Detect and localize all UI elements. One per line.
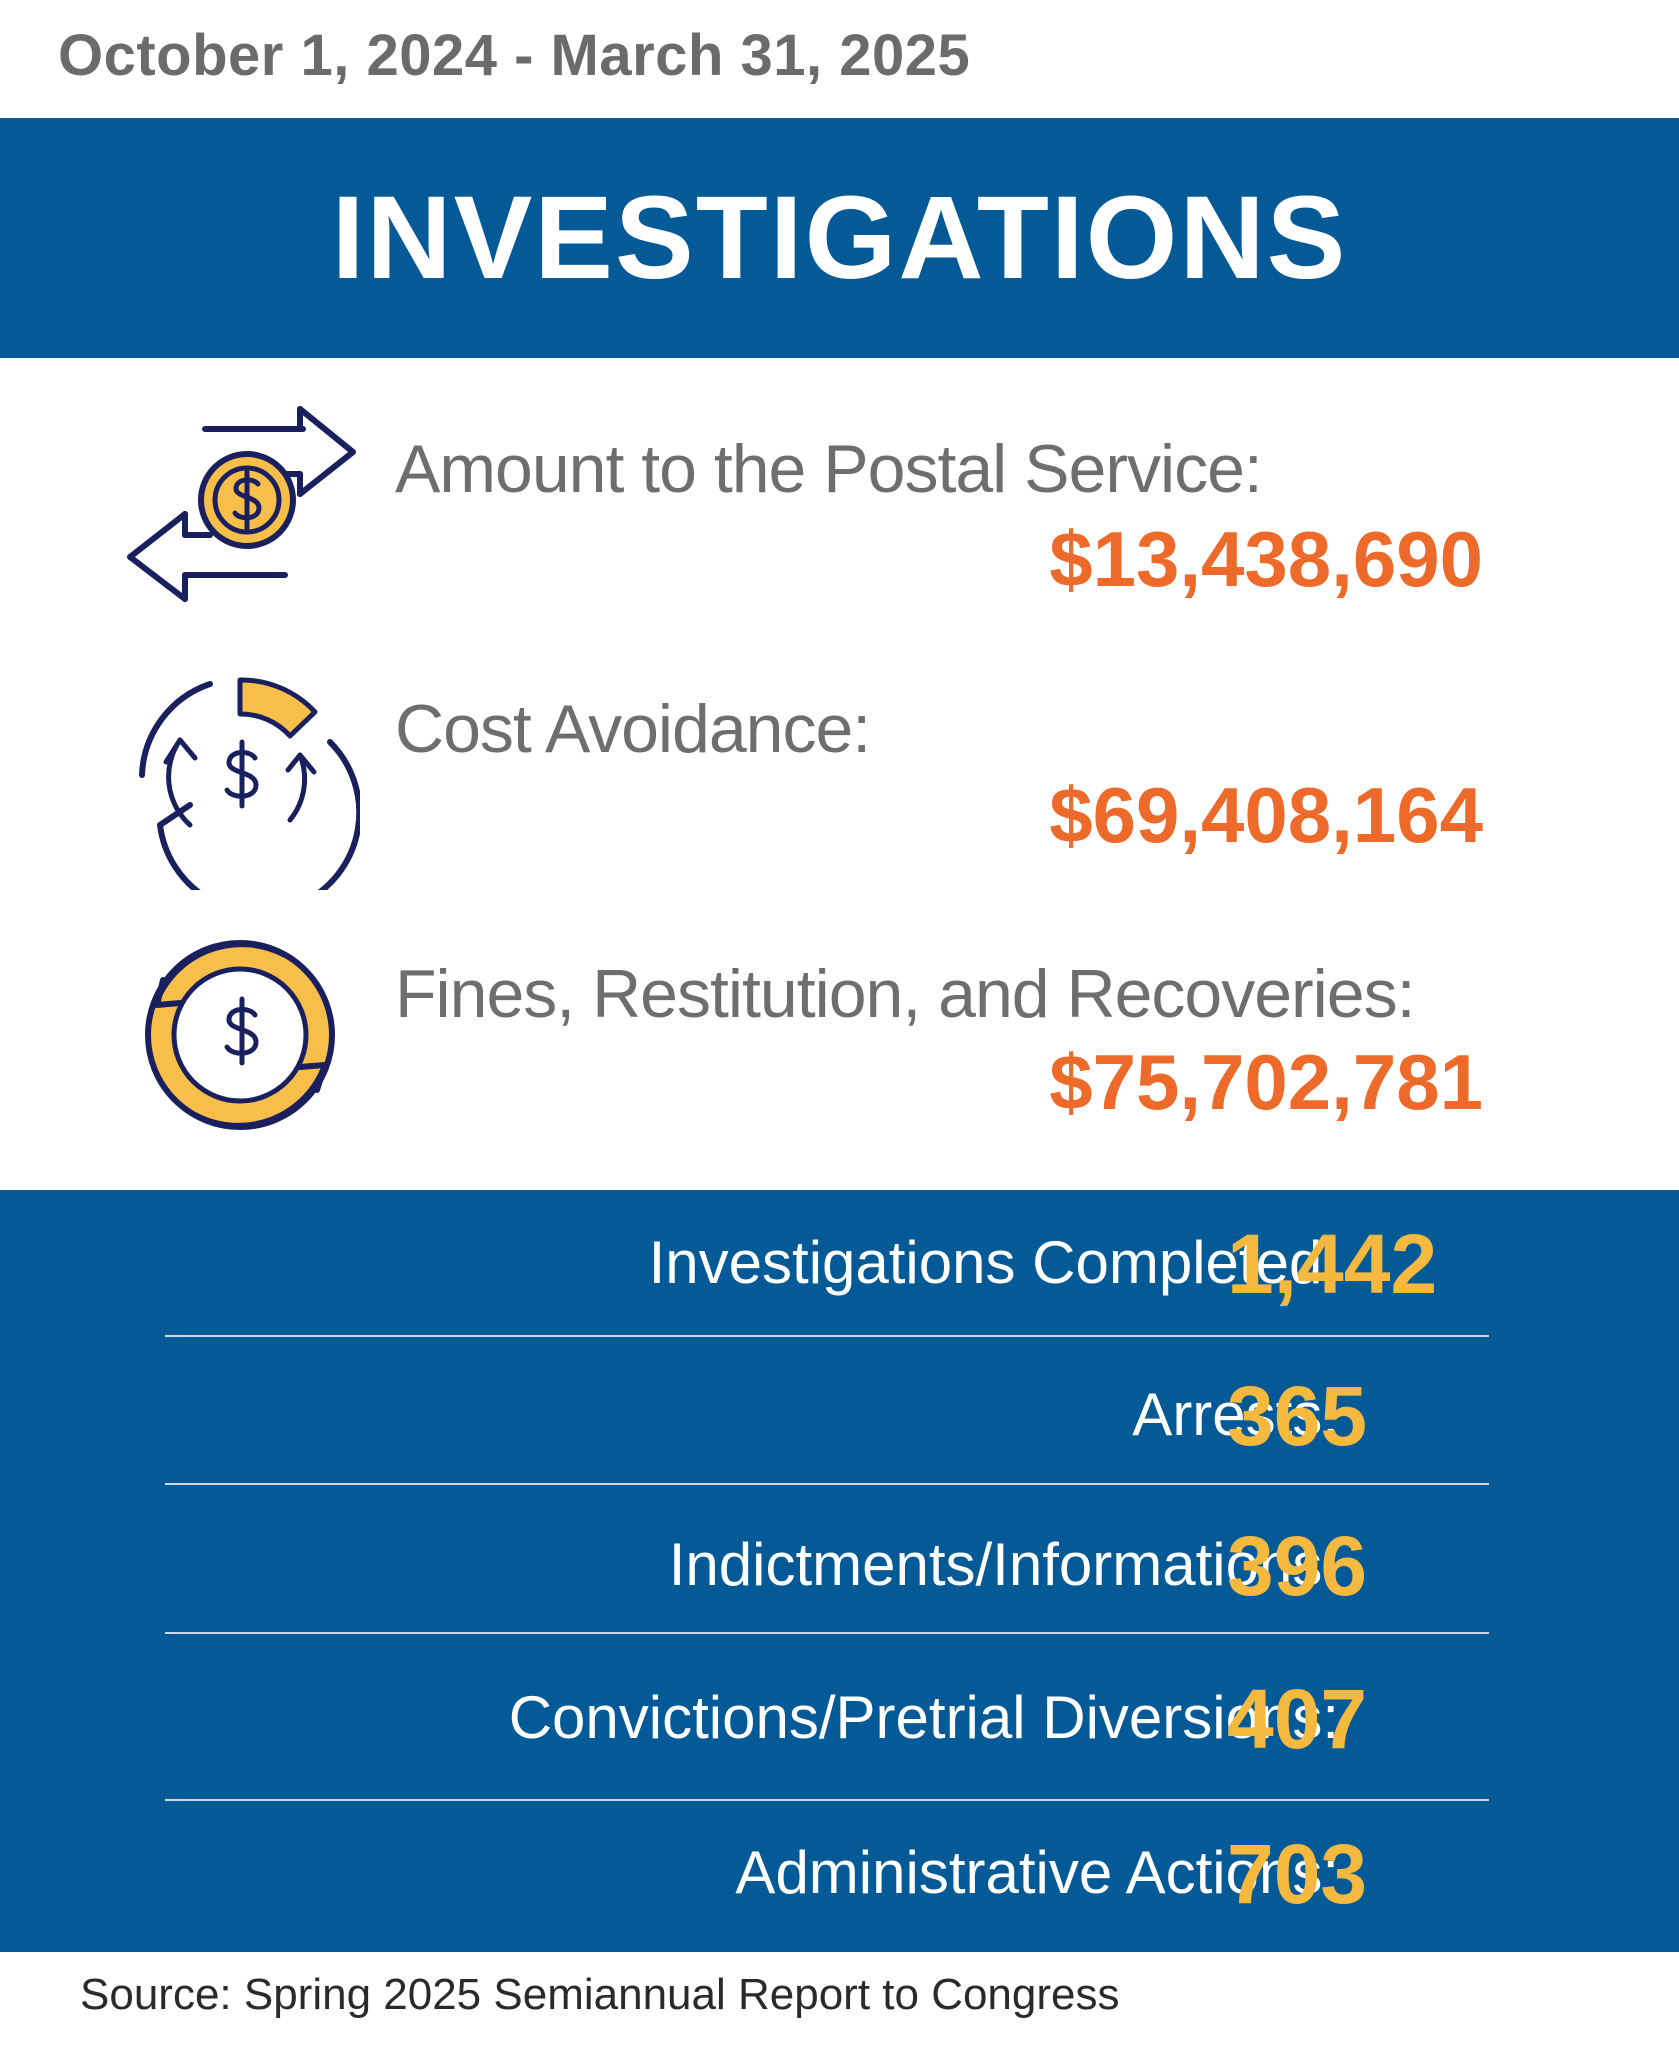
stat-label: Convictions/Pretrial Diversions: — [508, 1684, 1339, 1751]
stat-value: 1,442 — [1227, 1217, 1438, 1311]
title-banner: INVESTIGATIONS — [0, 118, 1679, 358]
metric-value: $69,408,164 — [1049, 771, 1483, 859]
circular-savings-icon — [130, 670, 363, 916]
stat-label: Investigations Completed: — [648, 1229, 1339, 1296]
stat-label: Arrests: — [1132, 1381, 1339, 1448]
page-title: INVESTIGATIONS — [331, 172, 1348, 304]
metric-label: Cost Avoidance: — [395, 691, 871, 767]
stat-value: 396 — [1227, 1519, 1368, 1613]
recovery-cycle-icon — [135, 925, 355, 1145]
metric-value: $75,702,781 — [1049, 1038, 1483, 1126]
metric-label: Fines, Restitution, and Recoveries: — [395, 956, 1415, 1032]
stats-panel: Investigations Completed: 1,442 Arrests:… — [0, 1190, 1679, 1952]
source-note: Source: Spring 2025 Semiannual Report to… — [80, 1970, 1120, 2019]
divider — [165, 1632, 1489, 1634]
stat-value: 365 — [1227, 1369, 1368, 1463]
stat-value: 407 — [1227, 1672, 1368, 1766]
date-range: October 1, 2024 - March 31, 2025 — [58, 23, 971, 88]
metric-label: Amount to the Postal Service: — [395, 431, 1263, 507]
stat-value: 703 — [1227, 1827, 1368, 1921]
stat-label: Administrative Actions: — [735, 1839, 1339, 1906]
money-transfer-arrows-icon — [125, 392, 365, 612]
stat-label: Indictments/Informations: — [668, 1531, 1339, 1598]
divider — [165, 1483, 1489, 1485]
metric-value: $13,438,690 — [1049, 515, 1483, 603]
divider — [165, 1335, 1489, 1337]
divider — [165, 1799, 1489, 1801]
